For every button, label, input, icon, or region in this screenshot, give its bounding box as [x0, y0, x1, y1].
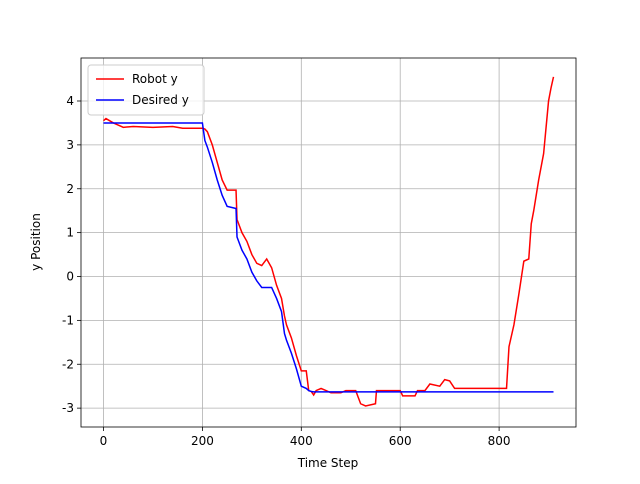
y-tick-label: -3: [62, 401, 74, 415]
y-tick-label: -1: [62, 313, 74, 327]
data-line: [103, 76, 555, 407]
x-tick-label: 0: [100, 434, 108, 448]
y-axis-label: y Position: [29, 213, 43, 271]
y-tick-label: -2: [62, 357, 74, 371]
data-line: [103, 122, 554, 393]
x-tick-label: 400: [290, 434, 313, 448]
y-tick-label: 3: [66, 138, 74, 152]
y-tick-label: 2: [66, 182, 74, 196]
y-tick-label: 4: [66, 94, 74, 108]
plot-frame: [80, 57, 577, 428]
y-tick-label: 1: [66, 226, 74, 240]
y-tick-label: 0: [66, 270, 74, 284]
x-tick-label: 600: [389, 434, 412, 448]
x-axis-label: Time Step: [297, 456, 359, 470]
legend-box: [87, 64, 205, 116]
legend-label: Robot y: [132, 72, 178, 86]
x-tick-label: 800: [488, 434, 511, 448]
legend-label: Desired y: [132, 93, 189, 107]
x-tick-label: 200: [191, 434, 214, 448]
